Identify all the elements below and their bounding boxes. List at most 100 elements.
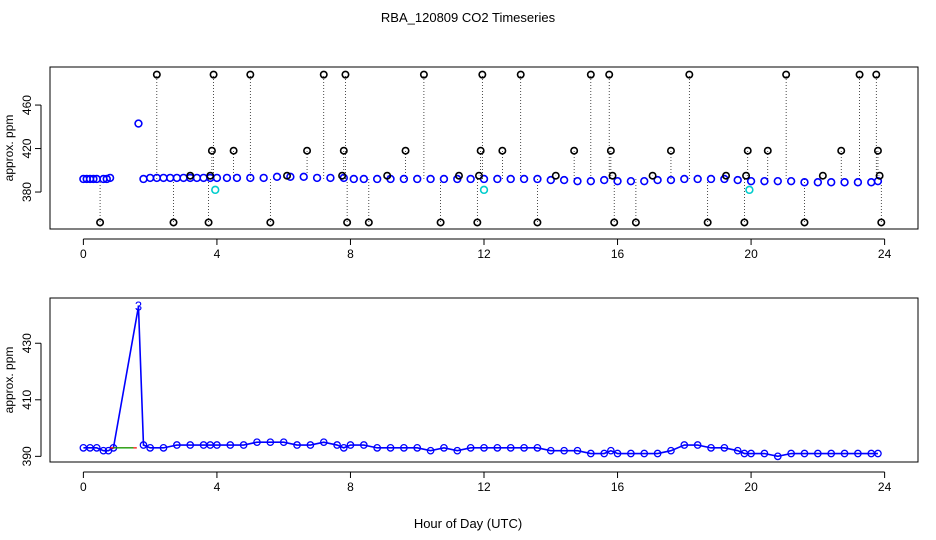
- top-point-black: [474, 171, 483, 180]
- bottom-point-blue: [239, 441, 248, 449]
- top-x-tick-label: 0: [80, 247, 87, 261]
- bottom-point-blue: [827, 449, 836, 458]
- top-point-blue: [853, 178, 863, 187]
- bottom-annotation-label: 3: [135, 298, 142, 313]
- top-point-black: [742, 171, 751, 180]
- top-point-black: [631, 218, 640, 227]
- bottom-point-blue: [533, 444, 542, 452]
- top-point-black: [648, 171, 657, 180]
- top-point-blue: [246, 173, 255, 183]
- bottom-x-tick-label: 0: [80, 480, 87, 494]
- top-point-blue: [519, 174, 529, 184]
- top-point-black: [401, 146, 410, 155]
- bottom-point-blue: [453, 446, 462, 455]
- top-point-cyan: [211, 185, 220, 195]
- bottom-point-blue: [874, 449, 882, 458]
- top-point-blue: [326, 173, 335, 183]
- top-point-blue: [426, 174, 435, 184]
- bottom-point-blue: [840, 449, 849, 458]
- bottom-panel: approx. ppm 0 4 8 12 16 20 24 390 410 430 3: [2, 297, 919, 494]
- top-point-blue: [299, 172, 308, 182]
- bottom-y-tick-label: 390: [20, 446, 34, 466]
- top-point-blue: [800, 178, 809, 187]
- top-point-black: [476, 146, 485, 155]
- bottom-point-blue: [693, 441, 702, 449]
- bottom-point-blue: [266, 438, 275, 447]
- top-point-blue: [813, 178, 823, 187]
- top-point-blue: [222, 173, 232, 183]
- top-point-black: [364, 218, 373, 227]
- bottom-point-blue: [573, 446, 582, 455]
- bottom-point-blue: [293, 441, 301, 449]
- top-point-black: [498, 146, 507, 155]
- top-point-black: [186, 171, 195, 180]
- top-point-blue: [840, 178, 849, 187]
- top-point-blue: [413, 174, 422, 184]
- top-x-tick-label: 16: [611, 247, 625, 261]
- bottom-point-blue: [800, 449, 809, 458]
- top-point-blue: [559, 175, 569, 185]
- top-point-black: [383, 171, 392, 180]
- bottom-point-blue: [586, 449, 595, 458]
- bottom-point-blue: [546, 446, 555, 455]
- top-point-black: [666, 146, 675, 155]
- top-point-blue: [786, 176, 796, 186]
- top-point-black: [703, 218, 712, 227]
- top-point-blue: [640, 176, 649, 186]
- top-point-black: [478, 70, 487, 79]
- bottom-point-blue: [99, 446, 108, 455]
- bottom-point-blue: [600, 449, 609, 458]
- bottom-point-blue: [173, 441, 181, 449]
- bottom-point-blue: [773, 452, 782, 461]
- top-point-black: [722, 171, 731, 180]
- bottom-x-tick-label: 20: [744, 480, 758, 494]
- top-point-blue: [733, 175, 742, 185]
- bottom-point-blue: [493, 444, 502, 452]
- bottom-point-blue: [506, 444, 515, 452]
- bottom-point-blue: [560, 446, 568, 455]
- top-point-black: [743, 146, 752, 155]
- top-point-blue: [105, 173, 115, 183]
- top-point-blue: [666, 175, 676, 185]
- top-point-black: [419, 70, 428, 79]
- top-y-tick-label: 380: [20, 182, 34, 202]
- top-ylabel: approx. ppm: [2, 115, 16, 182]
- top-point-black: [169, 218, 178, 227]
- bottom-point-blue: [813, 449, 822, 458]
- top-point-black: [207, 146, 216, 155]
- bottom-point-blue: [346, 441, 355, 449]
- top-point-black: [533, 218, 542, 227]
- top-point-black: [473, 218, 482, 227]
- bottom-point-blue: [667, 446, 675, 455]
- top-point-blue: [259, 173, 268, 183]
- bottom-point-blue: [146, 444, 155, 452]
- bottom-plot-frame: [49, 297, 919, 463]
- bottom-x-tick-label: 12: [477, 480, 491, 494]
- top-point-blue: [134, 119, 143, 128]
- top-panel: approx. ppm 0 4 8 12 16 20 24 380 420 460: [2, 66, 919, 261]
- top-point-black: [570, 146, 579, 155]
- bottom-series-line-blue: [83, 306, 878, 458]
- top-point-blue: [653, 175, 662, 185]
- top-point-blue: [506, 174, 515, 184]
- top-point-blue: [546, 175, 555, 185]
- bottom-point-blue: [787, 449, 795, 458]
- top-point-black: [303, 146, 312, 155]
- top-point-black: [818, 171, 827, 180]
- bottom-point-blue: [720, 444, 729, 452]
- top-point-black: [209, 70, 218, 79]
- bottom-point-blue: [373, 444, 382, 452]
- bottom-x-tick-label: 8: [347, 480, 354, 494]
- top-point-blue: [760, 176, 769, 186]
- top-point-black: [800, 218, 809, 227]
- top-marks: [79, 70, 886, 227]
- bottom-point-blue: [253, 438, 261, 447]
- bottom-point-blue: [854, 449, 862, 458]
- bottom-point-blue: [333, 441, 341, 449]
- top-point-black: [338, 171, 347, 180]
- top-point-blue: [439, 174, 449, 184]
- top-point-blue: [466, 174, 475, 184]
- bottom-x-tick-label: 4: [214, 480, 221, 494]
- top-x-tick-label: 20: [744, 247, 758, 261]
